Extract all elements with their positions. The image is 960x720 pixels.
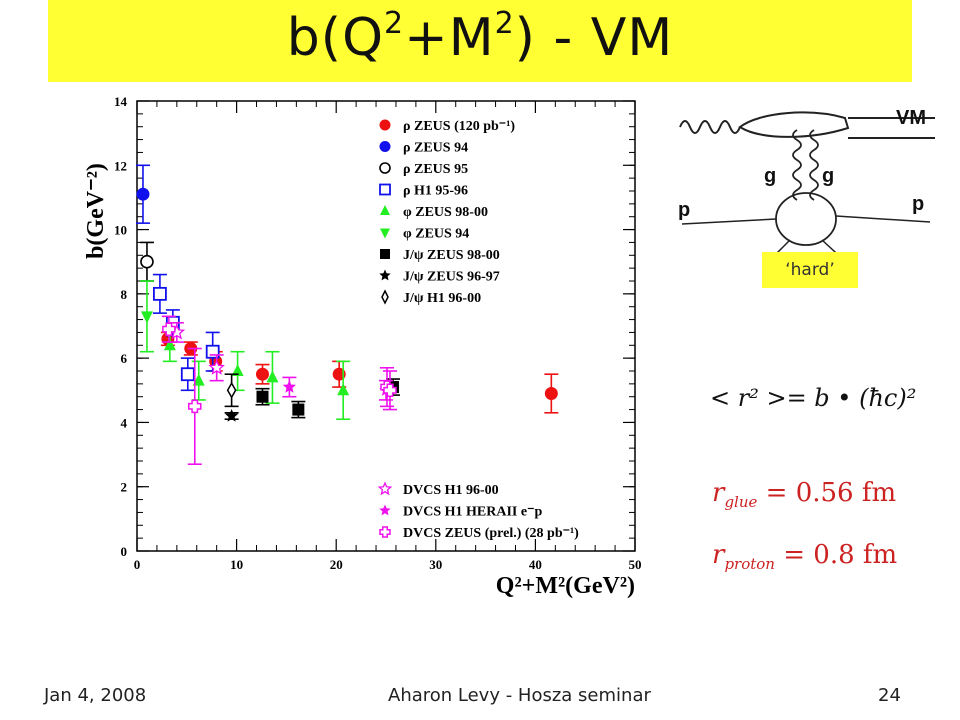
legend-entry-label: ρ ZEUS 94	[403, 141, 468, 156]
y-tick-label: 12	[114, 158, 127, 173]
data-point	[153, 286, 167, 301]
slide-title: b(Q2+M2) - VM	[286, 6, 674, 68]
legend-entry-marker	[380, 205, 390, 215]
legend-entry-label: ρ ZEUS 95	[403, 162, 468, 177]
y-axis-label: b(GeV⁻²)	[83, 163, 109, 259]
diagram-label-g-left: g	[764, 165, 776, 187]
legend-entry-label: DVCS H1 HERAII e⁻p	[403, 505, 542, 520]
legend-entry-marker	[380, 249, 390, 259]
legend-entry-marker	[380, 228, 390, 239]
footer-center: Aharon Levy - Hosza seminar	[388, 685, 651, 706]
data-point	[162, 322, 176, 336]
data-point	[226, 381, 237, 399]
legend-entry-label: φ ZEUS 94	[403, 227, 469, 242]
r-glue-formula: rglue = 0.56 fm	[712, 478, 897, 512]
data-point	[332, 367, 346, 381]
proton-in-line	[681, 218, 777, 225]
x-tick-label: 30	[429, 557, 442, 572]
data-point	[266, 370, 279, 383]
data-point	[188, 399, 202, 414]
gluon-left	[792, 129, 802, 201]
data-point	[282, 380, 296, 393]
legend-entry-marker	[379, 162, 391, 174]
legend-entry-marker	[379, 526, 391, 538]
photon-wavy-line	[679, 120, 741, 134]
footer-page: 24	[878, 685, 901, 706]
legend-entry-marker	[379, 504, 391, 516]
legend-entry-label: J/ψ ZEUS 98-00	[403, 248, 500, 263]
proton-out-line	[835, 215, 931, 223]
gluon-right	[809, 129, 819, 201]
data-point	[337, 383, 350, 396]
legend-entry-label: ρ ZEUS (120 pb⁻¹)	[403, 119, 515, 134]
title-bar: b(Q2+M2) - VM	[48, 0, 912, 82]
legend-entry-marker	[379, 141, 391, 152]
data-point	[231, 364, 244, 376]
hard-label: ‘hard’	[762, 252, 858, 288]
data-point	[544, 387, 558, 400]
data-point	[163, 338, 176, 351]
y-tick-label: 4	[121, 415, 128, 430]
data-point	[292, 403, 305, 416]
proton-blob	[775, 192, 837, 246]
legend-entry-marker	[379, 183, 391, 196]
data-point	[383, 383, 397, 398]
legend-entry-marker	[379, 119, 391, 131]
diagram-label-p-left: p	[678, 199, 690, 221]
data-point	[140, 311, 153, 324]
quark-loop	[738, 111, 850, 138]
x-tick-label: 40	[529, 557, 542, 572]
plot-frame	[136, 100, 636, 552]
y-tick-label: 2	[121, 480, 128, 495]
legend-entry-marker	[379, 269, 391, 281]
data-point	[256, 390, 269, 403]
y-tick-label: 0	[121, 544, 128, 559]
y-tick-label: 14	[114, 94, 128, 109]
x-tick-label: 50	[629, 557, 642, 572]
legend-entry-label: ρ H1 95-96	[403, 184, 468, 199]
legend-entry-label: J/ψ H1 96-00	[403, 291, 481, 306]
x-tick-label: 0	[134, 557, 141, 572]
r-proton-formula: rproton = 0.8 fm	[712, 540, 898, 574]
y-tick-label: 6	[121, 351, 128, 366]
legend-entry-marker	[377, 481, 393, 496]
data-point	[136, 187, 150, 201]
legend-entry-label: DVCS H1 96-00	[403, 483, 499, 498]
legend-entry-label: J/ψ ZEUS 96-97	[403, 270, 500, 285]
legend-entry-marker	[381, 289, 389, 305]
footer-date: Jan 4, 2008	[44, 685, 147, 706]
legend-entry-label: φ ZEUS 98-00	[403, 205, 488, 220]
legend-entry-label: DVCS ZEUS (prel.) (28 pb⁻¹)	[403, 526, 579, 541]
data-point	[140, 254, 154, 269]
data-point	[208, 359, 225, 375]
radius-relation-formula: < r² >= b • (ħc)²	[710, 384, 917, 412]
x-tick-label: 10	[230, 557, 243, 572]
data-point	[180, 367, 195, 382]
x-tick-label: 20	[330, 557, 343, 572]
data-point	[192, 373, 205, 386]
x-axis-label: Q²+M²(GeV²)	[496, 573, 635, 599]
y-tick-label: 8	[121, 287, 128, 302]
data-point	[225, 409, 239, 422]
diagram-label-p-right: p	[912, 193, 924, 215]
diagram-label-g-right: g	[822, 165, 834, 187]
diagram-label-vm: VM	[896, 107, 926, 129]
y-tick-label: 10	[114, 223, 127, 238]
data-point	[255, 367, 269, 381]
